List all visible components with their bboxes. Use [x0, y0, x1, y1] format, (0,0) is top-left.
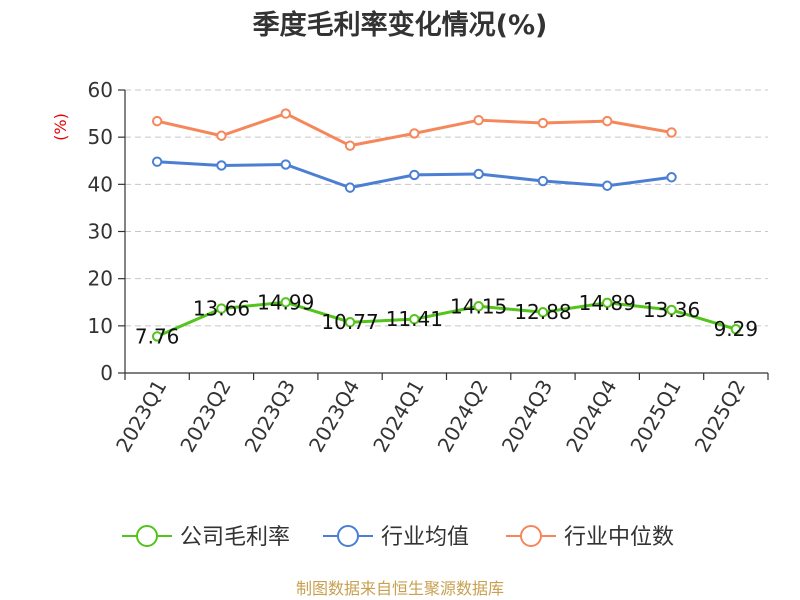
data-point	[409, 169, 420, 181]
data-label: 14.99	[257, 290, 314, 314]
data-point	[602, 115, 613, 127]
legend-item: 行业中位数	[506, 525, 674, 550]
x-tick-label: 2024Q3	[497, 376, 557, 457]
data-point	[344, 140, 356, 151]
x-tick-label: 2023Q4	[304, 376, 364, 457]
data-point	[666, 172, 677, 183]
data-point	[344, 182, 356, 193]
legend-label: 行业中位数	[564, 525, 674, 550]
data-point	[473, 168, 484, 180]
x-tick-label: 2023Q3	[240, 376, 300, 457]
data-point	[602, 297, 613, 308]
data-point	[602, 180, 613, 191]
legend: 公司毛利率 行业均值 行业中位数	[122, 525, 674, 550]
data-point	[151, 331, 163, 342]
y-tick-label: 40	[88, 172, 113, 196]
y-axis-unit-label: (%)	[51, 113, 70, 141]
data-point	[280, 108, 291, 119]
x-tick-label: 2024Q4	[561, 376, 621, 457]
chart-title: 季度毛利率变化情况(%)	[253, 9, 548, 41]
data-point	[216, 160, 227, 171]
x-tick-label: 2024Q1	[368, 376, 428, 457]
y-tick-label: 20	[88, 267, 113, 291]
data-point	[537, 117, 549, 129]
data-point	[537, 307, 549, 318]
y-tick-label: 0	[100, 361, 113, 385]
data-point	[344, 317, 356, 328]
legend-item: 行业均值	[323, 525, 469, 550]
x-tick-label: 2025Q1	[625, 376, 685, 457]
source-note: 制图数据来自恒生聚源数据库	[296, 579, 504, 598]
data-point	[473, 301, 484, 312]
x-tick-label: 2023Q2	[175, 376, 235, 457]
data-label: 11.41	[386, 307, 443, 331]
legend-label: 行业均值	[381, 525, 469, 550]
data-label: 13.36	[643, 298, 700, 322]
x-tick-label: 2024Q2	[433, 376, 493, 457]
data-point	[666, 304, 677, 316]
x-tick-label: 2023Q1	[111, 376, 171, 457]
data-point	[280, 297, 291, 308]
data-label: 14.89	[579, 291, 636, 315]
y-tick-label: 60	[88, 78, 113, 102]
data-point	[409, 128, 420, 139]
series	[151, 108, 742, 342]
legend-label: 公司毛利率	[180, 525, 290, 550]
data-point	[730, 323, 742, 335]
data-point	[666, 127, 677, 138]
data-point	[409, 313, 420, 325]
y-tick-label: 30	[88, 220, 113, 244]
data-point	[151, 115, 163, 127]
series-line	[156, 300, 737, 338]
data-label: 10.77	[321, 310, 378, 334]
data-label: 9.29	[714, 317, 759, 341]
data-label: 14.15	[450, 294, 507, 318]
y-tick-label: 50	[88, 125, 113, 149]
data-labels: 7.76 13.66 14.99 10.77 11.41 14.15 12.88 14.89 1…	[135, 290, 758, 348]
data-label: 12.88	[514, 300, 571, 324]
data-label: 13.66	[193, 297, 250, 321]
data-label: 7.76	[135, 324, 180, 348]
data-point	[280, 159, 291, 170]
data-point	[473, 114, 484, 126]
legend-item: 公司毛利率	[122, 525, 290, 550]
data-point	[537, 175, 549, 187]
legend-marker	[520, 525, 542, 547]
y-tick-label: 10	[88, 314, 113, 338]
data-point	[216, 303, 227, 314]
grid	[125, 89, 768, 327]
legend-marker	[337, 525, 359, 547]
data-point	[151, 156, 163, 167]
legend-marker	[136, 525, 158, 547]
data-point	[216, 130, 227, 141]
x-tick-label: 2025Q2	[690, 376, 750, 457]
